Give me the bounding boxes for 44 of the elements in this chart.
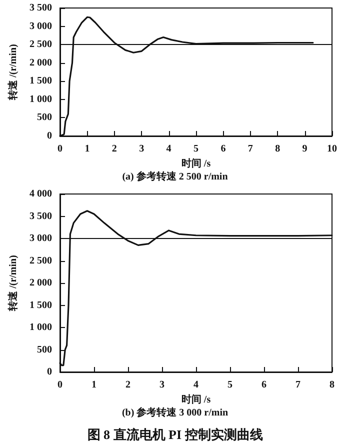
y-axis-title: 转速 /(r/min)	[7, 255, 20, 312]
text: (b) 参考转速 3 000 r/min	[122, 406, 228, 418]
y-tick-label: 0	[47, 130, 52, 142]
y-tick-label: 1 000	[30, 94, 52, 105]
x-tick-label: 1	[92, 380, 96, 390]
y-tick-label: 1 000	[30, 322, 52, 333]
x-tick-label: 3	[139, 144, 144, 154]
y-tick-label: 3 000	[30, 20, 52, 32]
y-axis-title: 转速 /(r/min)	[7, 44, 20, 101]
text: (a) 参考转速 2 500 r/min	[122, 170, 228, 182]
y-tick-label: 2 500	[30, 255, 52, 266]
x-tick-label: 6	[262, 380, 266, 390]
x-tick-label: 4	[194, 380, 198, 390]
y-tick-label: 3 500	[30, 210, 52, 222]
x-tick-label: 4	[166, 144, 172, 154]
y-tick-label: 500	[37, 344, 52, 356]
x-tick-label: 7	[296, 380, 300, 390]
x-tick-label: 5	[194, 144, 198, 154]
y-tick-label: 2 000	[30, 57, 52, 68]
y-tick-label: 500	[37, 112, 52, 124]
x-tick-label: 0	[58, 380, 62, 390]
x-tick-label: 0	[58, 144, 62, 154]
x-tick-label: 10	[327, 144, 337, 154]
y-tick-label: 3 500	[30, 2, 52, 14]
y-tick-label: 3 000	[30, 233, 52, 244]
x-tick-label: 2	[126, 380, 130, 390]
y-tick-label: 1 500	[30, 300, 52, 311]
x-tick-label: 8	[275, 144, 280, 154]
x-axis-title: 时间 /s	[181, 157, 211, 170]
y-tick-label: 2 500	[30, 39, 52, 50]
y-tick-label: 4 000	[30, 188, 52, 200]
x-tick-label: 1	[84, 144, 90, 154]
x-axis-title: 时间 /s	[181, 393, 211, 406]
x-tick-label: 8	[330, 380, 334, 390]
x-tick-label: 5	[228, 380, 232, 390]
caption: 图 8 直流电机 PI 控制实测曲线	[87, 427, 263, 442]
x-tick-label: 2	[112, 144, 117, 154]
x-tick-label: 3	[160, 380, 164, 390]
y-tick-label: 2 000	[30, 278, 52, 288]
y-tick-label: 0	[47, 366, 52, 378]
x-tick-label: 7	[248, 144, 253, 154]
y-tick-label: 1 500	[30, 76, 52, 87]
x-tick-label: 9	[302, 144, 308, 154]
x-tick-label: 6	[220, 144, 226, 154]
